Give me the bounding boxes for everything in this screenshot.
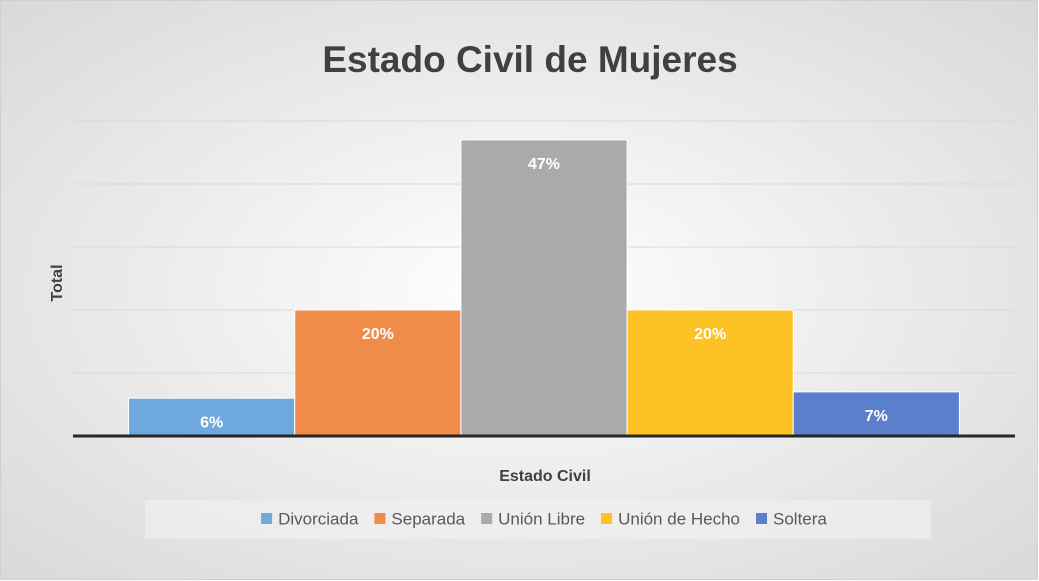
legend-marker <box>756 513 768 524</box>
data-label: 6% <box>200 414 223 431</box>
legend-label: Unión Libre <box>498 509 585 528</box>
bars: 6% 20% 47% 20% 7% <box>73 139 1015 438</box>
legend-label: Unión de Hecho <box>618 509 740 528</box>
legend: Divorciada Separada Unión Libre Unión de He… <box>261 509 827 528</box>
bar <box>626 309 794 437</box>
y-axis-label: Total <box>49 264 66 301</box>
data-label: 47% <box>528 156 560 173</box>
legend-marker <box>261 513 273 524</box>
bar <box>460 139 628 437</box>
legend-marker <box>481 513 493 524</box>
legend-marker <box>601 513 613 524</box>
legend-label: Separada <box>391 509 465 528</box>
data-label: 20% <box>694 326 726 343</box>
legend-label: Soltera <box>773 509 827 528</box>
legend-marker <box>374 513 386 524</box>
legend-box <box>145 500 931 539</box>
data-label: 7% <box>865 408 888 425</box>
data-label: 20% <box>362 326 394 343</box>
x-axis-label: Estado Civil <box>499 468 591 485</box>
bar <box>792 391 960 437</box>
chart-title: Estado Civil de Mujeres <box>322 39 737 80</box>
legend-label: Divorciada <box>278 509 359 528</box>
